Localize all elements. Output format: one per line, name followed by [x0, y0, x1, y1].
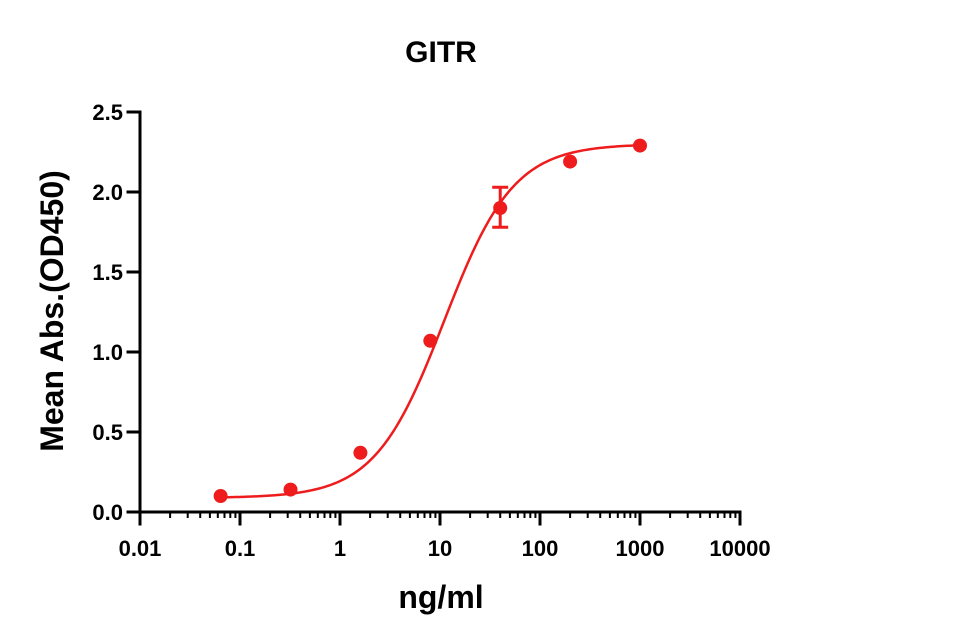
fit-curve: [220, 144, 641, 499]
y-tick-label: 1.0: [92, 340, 123, 365]
x-tick-label: 0.1: [225, 536, 256, 561]
x-tick-label: 10000: [709, 536, 770, 561]
data-point: [633, 138, 647, 153]
y-axis-label: Mean Abs.(OD450): [34, 170, 70, 452]
x-tick-label: 0.01: [119, 536, 162, 561]
x-tick-label: 10: [428, 536, 452, 561]
data-point: [563, 154, 578, 169]
y-tick-label: 0.0: [92, 500, 123, 525]
data-point: [423, 333, 438, 348]
chart-title: GITR: [405, 36, 477, 69]
x-tick-label: 1: [334, 536, 346, 561]
data-point: [493, 201, 508, 215]
x-tick-label: 100: [522, 536, 559, 561]
data-point: [353, 445, 368, 460]
y-tick-label: 1.5: [92, 260, 123, 285]
y-tick-label: 0.5: [92, 420, 123, 445]
x-axis-label: ng/ml: [398, 579, 483, 615]
axes: 0.01 0.1 1 10 100 1000 10000 0.0 0.5 1.0 1.5 2.0 2.5: [92, 100, 770, 561]
data-point: [283, 482, 298, 497]
y-tick-label: 2.0: [92, 180, 123, 205]
data-points: [213, 138, 647, 503]
x-tick-label: 1000: [616, 536, 665, 561]
y-tick-label: 2.5: [92, 100, 123, 125]
fit-curve-layer: [220, 144, 641, 499]
data-point: [213, 489, 228, 503]
